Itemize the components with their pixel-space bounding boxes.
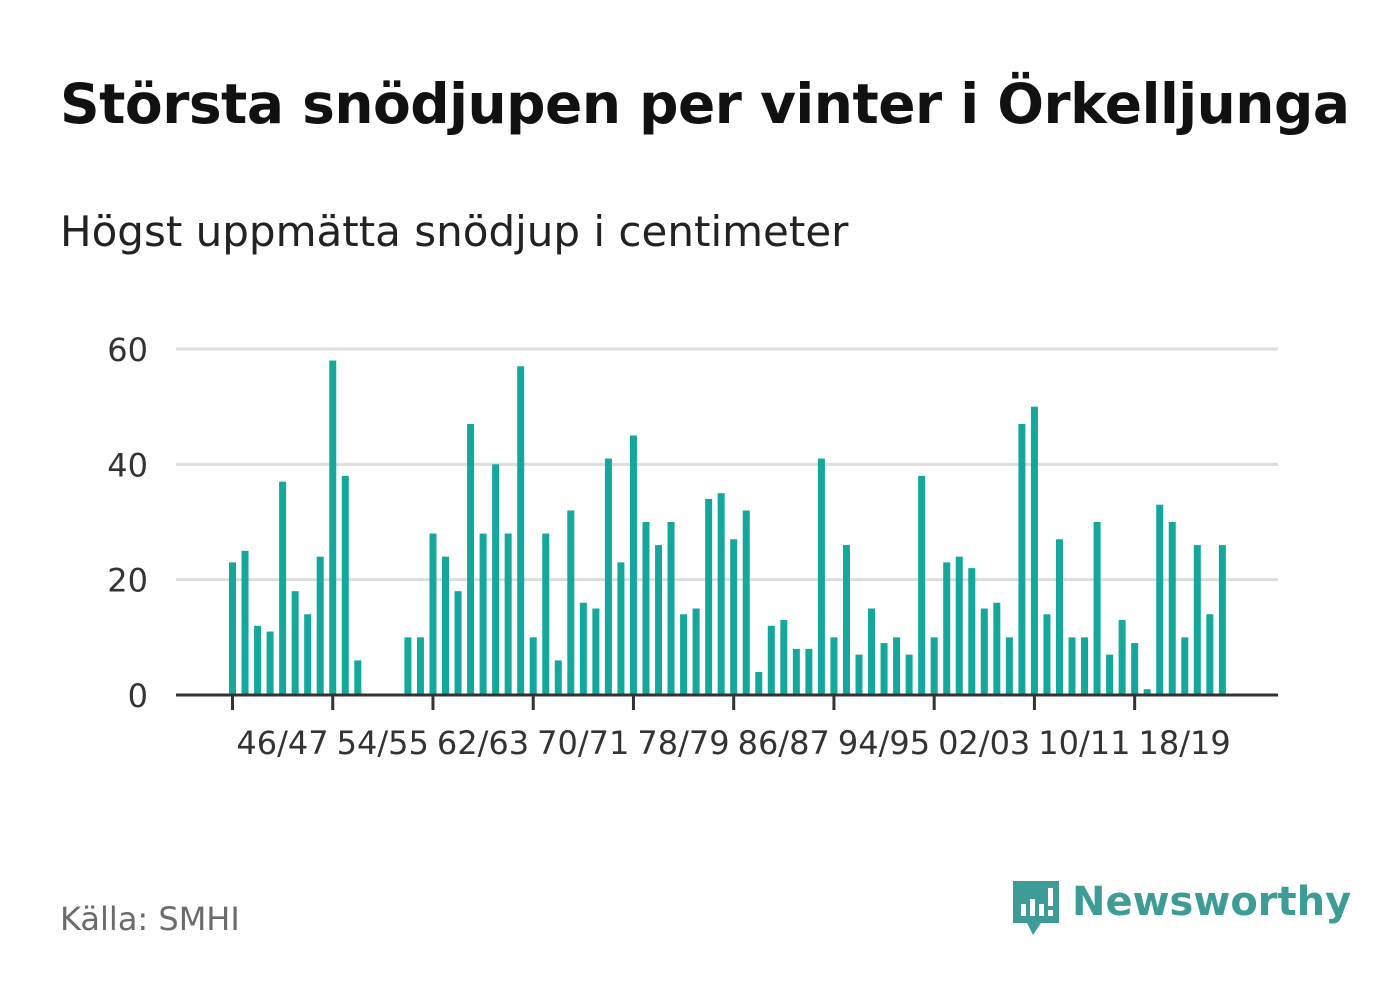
x-tick-label: 18/19: [1139, 724, 1231, 762]
bar: [316, 556, 324, 695]
bar: [730, 539, 738, 695]
bar: [416, 637, 424, 695]
bar: [780, 620, 788, 695]
bar: [842, 545, 850, 695]
bar: [479, 533, 487, 695]
x-tick-label: 86/87: [738, 724, 830, 762]
bar: [968, 568, 976, 695]
bar: [817, 458, 825, 695]
bar: [1018, 423, 1026, 695]
bar: [918, 475, 926, 695]
bar: [1131, 643, 1139, 695]
bar: [1181, 637, 1189, 695]
bar: [805, 648, 813, 695]
bar: [1118, 620, 1126, 695]
bar: [980, 608, 988, 695]
bar: [592, 608, 600, 695]
y-tick-label: 40: [107, 446, 148, 484]
chart-subtitle: Högst uppmätta snödjup i centimeter: [60, 207, 849, 256]
bar: [1005, 637, 1013, 695]
bar: [1030, 406, 1038, 695]
x-tick-label: 62/63: [437, 724, 529, 762]
bar: [1093, 522, 1101, 695]
bar: [554, 660, 562, 695]
bar: [241, 550, 249, 695]
y-tick-label: 0: [128, 677, 148, 715]
bar: [529, 637, 537, 695]
bar: [705, 498, 713, 695]
bar: [742, 510, 750, 695]
bar: [905, 654, 913, 695]
bar: [1043, 614, 1051, 695]
bar: [667, 522, 675, 695]
chart-title: Största snödjupen per vinter i Örkelljun…: [60, 72, 1350, 136]
bar: [354, 660, 362, 695]
bar: [266, 631, 274, 695]
bar: [930, 637, 938, 695]
bar: [1193, 545, 1201, 695]
x-tick-label: 78/79: [637, 724, 729, 762]
x-tick-label: 70/71: [537, 724, 629, 762]
bar: [1106, 654, 1114, 695]
x-tick-label: 02/03: [938, 724, 1030, 762]
bar: [329, 360, 337, 695]
bar: [1218, 545, 1226, 695]
bar: [755, 671, 763, 695]
bar: [517, 366, 525, 695]
y-tick-label: 20: [107, 562, 148, 600]
bar: [1055, 539, 1063, 695]
bar: [1168, 522, 1176, 695]
bar: [1068, 637, 1076, 695]
bar: [642, 522, 650, 695]
brand-logo: Newsworthy: [1010, 877, 1351, 939]
bar: [655, 545, 663, 695]
bar: [880, 643, 888, 695]
bar: [1206, 614, 1214, 695]
x-tick-label: 94/95: [838, 724, 930, 762]
bar: [629, 435, 637, 695]
source-note: Källa: SMHI: [60, 900, 240, 938]
bar: [254, 625, 262, 695]
bar: [1156, 504, 1164, 695]
x-tick-label: 10/11: [1038, 724, 1130, 762]
bar: [542, 533, 550, 695]
bar: [567, 510, 575, 695]
bar: [404, 637, 412, 695]
bar: [692, 608, 700, 695]
bar: [504, 533, 512, 695]
bar: [454, 591, 462, 695]
bar: [1081, 637, 1089, 695]
bar: [855, 654, 863, 695]
y-tick-label: 60: [107, 331, 148, 369]
bar: [1143, 689, 1151, 695]
brand-name: Newsworthy: [1072, 879, 1352, 925]
bar: [868, 608, 876, 695]
newsworthy-bar-chart-bubble-icon: [1013, 881, 1059, 935]
bar: [993, 602, 1001, 695]
bar: [229, 562, 236, 695]
bar: [792, 648, 800, 695]
bar: [492, 464, 500, 695]
bar: [767, 625, 775, 695]
x-tick-label: 46/47: [236, 724, 328, 762]
bar: [955, 556, 963, 695]
bar: [579, 602, 587, 695]
bar: [893, 637, 901, 695]
bar: [279, 481, 287, 695]
bar: [680, 614, 688, 695]
bar: [442, 556, 450, 695]
x-tick-label: 54/55: [337, 724, 429, 762]
bar: [604, 458, 612, 695]
bar: [830, 637, 838, 695]
bar: [341, 475, 349, 695]
bar: [467, 423, 475, 695]
bar: [943, 562, 951, 695]
bar: [429, 533, 437, 695]
bar: [617, 562, 625, 695]
bar: [304, 614, 312, 695]
bar: [717, 493, 725, 695]
bar: [291, 591, 299, 695]
